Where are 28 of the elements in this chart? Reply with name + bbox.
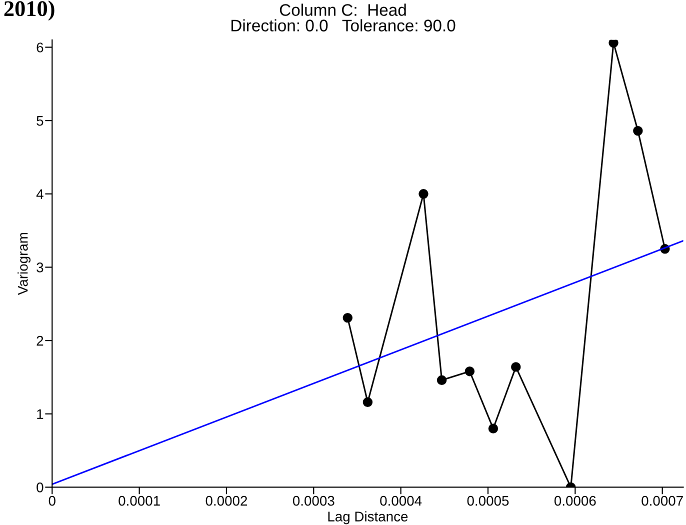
x-tick-label: 0.0005 [467, 496, 509, 506]
x-tick-label: 0.0003 [292, 496, 334, 506]
x-tick-label: 0.0007 [642, 496, 683, 506]
x-tick-label: 0.0006 [554, 496, 596, 506]
text: 2010) [4, 0, 54, 21]
point [436, 375, 447, 386]
point [362, 397, 373, 407]
x-tick-label: 0.0004 [380, 496, 422, 506]
point [633, 126, 643, 136]
point [342, 312, 353, 323]
point [464, 366, 475, 376]
x-tick-label: 0.0001 [118, 496, 160, 506]
chart-title: Column C: Head Direction: 0.0 Tolerance: 90.0 [232, 4, 456, 32]
y-tick-label: 4 [36, 189, 44, 199]
point [608, 40, 618, 48]
point [488, 424, 498, 434]
y-tick-label: 0 [36, 482, 44, 492]
y-tick-label: 1 [37, 409, 44, 419]
y-tick-label: 5 [36, 116, 44, 126]
y-tick-label: 6 [36, 42, 44, 52]
x-tick-label: 0 [48, 496, 56, 506]
point [418, 189, 428, 199]
y-tick-label: 3 [36, 262, 44, 272]
y-tick-label: 2 [36, 336, 44, 346]
point [511, 362, 521, 372]
x-tick-label: 0.0002 [206, 496, 248, 506]
x-axis-title: Lag Distance [328, 511, 408, 524]
y-axis-title: Variogram [18, 232, 31, 296]
